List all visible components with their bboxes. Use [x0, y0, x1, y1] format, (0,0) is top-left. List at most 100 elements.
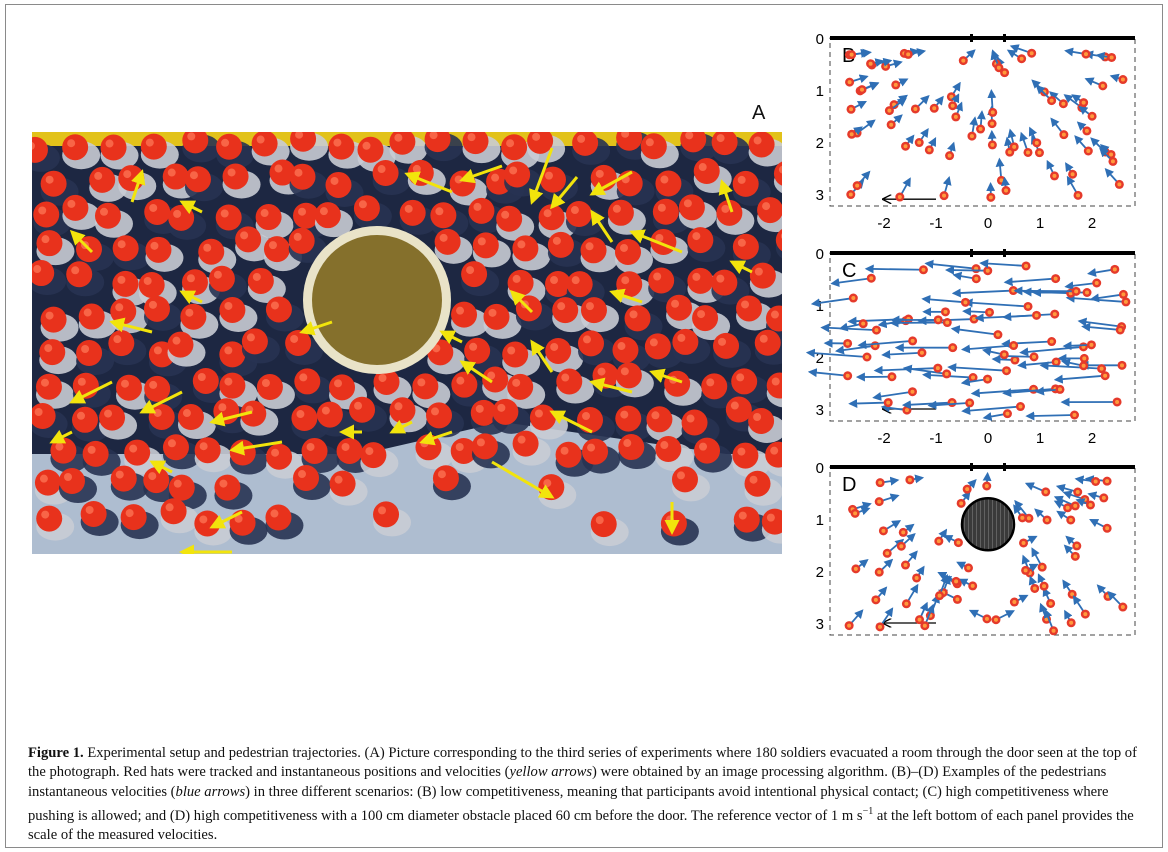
pedestrian-center — [1042, 584, 1047, 589]
hat-highlight — [81, 345, 90, 354]
blue-velocity-arrow — [881, 349, 922, 359]
hat-highlight — [488, 308, 497, 317]
red-hat — [547, 231, 574, 258]
hat-highlight — [182, 409, 191, 418]
pedestrian-center — [942, 193, 947, 198]
pedestrian-center — [1093, 479, 1098, 484]
blue-velocity-arrow — [872, 390, 913, 401]
red-hat — [748, 132, 775, 158]
y-tick-label: 1 — [816, 298, 824, 315]
red-hat — [464, 337, 491, 364]
y-tick-label: 2 — [816, 135, 824, 152]
hat-highlight — [660, 175, 669, 184]
red-hat — [694, 437, 721, 464]
blue-velocity-arrow — [1025, 411, 1075, 421]
hat-highlight — [167, 168, 176, 177]
pedestrian-center — [899, 544, 904, 549]
x-tick-label: 1 — [1036, 215, 1044, 232]
hat-highlight — [544, 171, 553, 180]
pedestrian-center — [1103, 373, 1108, 378]
pedestrian-center — [1117, 182, 1122, 187]
red-hat — [399, 199, 426, 226]
blue-velocity-arrow — [947, 363, 1007, 373]
pedestrian-center — [851, 296, 856, 301]
red-hat — [529, 404, 556, 431]
y-tick-label: 0 — [816, 460, 824, 477]
hat-highlight — [404, 204, 413, 213]
pedestrian-center — [1082, 497, 1087, 502]
red-hat — [293, 465, 320, 492]
red-hat — [266, 443, 293, 470]
red-hat — [430, 202, 457, 229]
pedestrian-center — [1061, 101, 1066, 106]
hat-highlight — [83, 308, 92, 317]
red-hat — [66, 261, 93, 288]
hat-highlight — [153, 346, 162, 355]
hat-highlight — [260, 209, 269, 218]
hat-highlight — [270, 301, 279, 310]
pedestrian-center — [901, 530, 906, 535]
yellow-velocity-arrow — [179, 200, 203, 215]
y-tick-label: 2 — [816, 350, 824, 367]
pedestrian-center — [847, 80, 852, 85]
pedestrian-center — [935, 366, 940, 371]
red-hat — [577, 406, 604, 433]
red-hat — [580, 297, 607, 324]
pedestrian-center — [978, 127, 983, 132]
hat-highlight — [737, 175, 746, 184]
red-hat — [289, 163, 316, 190]
hat-highlight — [77, 411, 86, 420]
hat-highlight — [437, 470, 446, 479]
pedestrian-center — [1070, 592, 1075, 597]
pedestrian-center — [887, 108, 892, 113]
pedestrian-center — [860, 87, 865, 92]
hat-highlight — [45, 311, 54, 320]
hat-highlight — [113, 335, 122, 344]
hat-highlight — [759, 334, 768, 343]
y-tick-label: 3 — [816, 187, 824, 204]
pedestrian-center — [906, 52, 911, 57]
hat-highlight — [306, 442, 315, 451]
red-hat — [314, 202, 341, 229]
y-tick-label: 1 — [816, 512, 824, 529]
hat-highlight — [55, 442, 64, 451]
hat-highlight — [268, 241, 277, 250]
red-hat — [214, 474, 241, 501]
hat-highlight — [99, 207, 108, 216]
hat-highlight — [439, 233, 448, 242]
hat-highlight — [649, 338, 658, 347]
hat-highlight — [770, 446, 779, 455]
pedestrian-center — [990, 121, 995, 126]
hat-highlight — [39, 474, 48, 483]
blue-velocity-arrow — [1077, 317, 1122, 328]
red-hat — [349, 396, 376, 423]
red-hat — [124, 439, 151, 466]
red-hat — [681, 409, 708, 436]
hat-highlight — [560, 446, 569, 455]
hat-highlight — [365, 447, 374, 456]
pedestrian-center — [874, 328, 879, 333]
caption-label: Figure 1. — [28, 745, 84, 761]
hat-highlight — [270, 509, 279, 518]
hat-highlight — [295, 132, 304, 139]
hat-highlight — [506, 139, 515, 148]
pedestrian-center — [955, 597, 960, 602]
hat-highlight — [552, 236, 561, 245]
pedestrian-center — [1012, 358, 1017, 363]
pedestrian-center — [1049, 339, 1054, 344]
door-post — [970, 249, 973, 257]
hat-highlight — [595, 516, 604, 525]
panel-frame — [829, 466, 1136, 636]
red-hat — [582, 438, 609, 465]
pedestrian-center — [1083, 52, 1088, 57]
hat-highlight — [721, 204, 730, 213]
hat-highlight — [780, 233, 782, 239]
red-hat — [615, 405, 642, 432]
pedestrian-center — [1070, 172, 1075, 177]
hat-highlight — [762, 202, 771, 211]
caption-text: ) in three different scenarios: (B) low … — [28, 783, 1109, 825]
hat-highlight — [753, 412, 762, 421]
hat-highlight — [577, 134, 586, 143]
red-hat — [744, 470, 771, 497]
